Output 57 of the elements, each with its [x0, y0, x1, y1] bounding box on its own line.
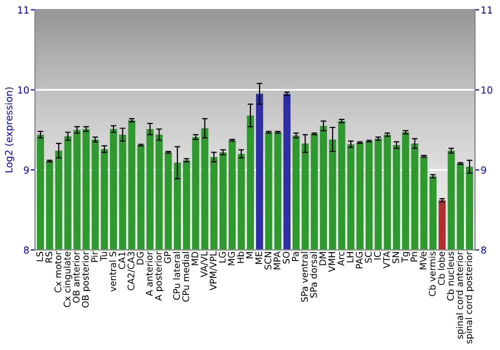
x-tick-label: GP	[164, 252, 171, 264]
x-tick-label: A anterior	[146, 251, 153, 296]
x-tick-label: SPa dorsal	[310, 252, 317, 298]
y-tick-label: 8	[24, 246, 29, 254]
x-tick-label: MVe	[420, 252, 426, 270]
x-tick-label: OB posterior	[82, 251, 90, 308]
x-tick-label: SCN	[264, 252, 272, 270]
x-tick-label: CA2/CA3	[128, 252, 136, 290]
y2-tick-label: 10	[482, 86, 492, 94]
x-tick-label: DG	[136, 252, 144, 264]
x-tick-label: VMH	[328, 252, 336, 272]
y-axis-title: Log2 (expression)	[4, 87, 14, 172]
x-tick-label: Arc	[338, 252, 344, 266]
x-tick-label: RS	[45, 252, 52, 262]
x-tick-label: OB anterior	[72, 251, 80, 303]
x-tick-label: VTA	[383, 251, 390, 268]
x-tick-label: Pir	[90, 251, 98, 262]
x-tick-label: SO	[282, 252, 290, 264]
x-tick-label: LH	[346, 252, 354, 262]
x-tick-label: PAG	[356, 252, 363, 268]
x-tick-label: CPu medial	[182, 252, 190, 302]
x-tick-label: MD	[192, 252, 198, 266]
y-tick-label: 11	[18, 6, 29, 14]
x-tick-label: spinal cord posterior	[465, 251, 474, 344]
x-tick-label: Pa	[292, 252, 299, 261]
x-tick-label: LS	[36, 252, 44, 262]
x-tick-label: SPa ventral	[300, 252, 308, 302]
x-tick-label: MG	[228, 252, 235, 266]
x-tick-label: ventral S	[109, 252, 116, 292]
x-tick-label: CPu lateral	[173, 252, 180, 300]
x-tick-label: LG	[218, 252, 226, 262]
x-tick-label: Cx motor	[54, 251, 62, 292]
x-tick-label: ME	[255, 252, 262, 264]
y-tick-label: 10	[18, 86, 29, 94]
x-tick-label: SN	[392, 252, 400, 264]
x-tick-label: CA1	[118, 252, 126, 270]
x-tick-label: SC	[364, 252, 372, 263]
x-tick-label: Tg	[402, 252, 410, 263]
y2-tick-label: 11	[482, 6, 492, 14]
x-tick-label: Cb vermis	[428, 252, 436, 296]
x-tick-label: M	[246, 252, 253, 258]
y-tick-label: 9	[24, 166, 29, 174]
x-tick-label: DM	[319, 252, 326, 266]
x-tick-label: Pn	[410, 252, 418, 262]
x-tick-label: Cb nucleus	[446, 252, 454, 301]
x-tick-label: VPM/VPL	[210, 251, 218, 290]
x-tick-label: VA/VL	[200, 251, 208, 278]
x-tick-label: A posterior	[154, 251, 164, 301]
x-tick-label: Cb lobe	[438, 252, 445, 286]
y2-tick-label: 8	[481, 246, 486, 254]
x-tick-label: MPA	[274, 251, 280, 270]
x-tick-label: Hb	[236, 252, 244, 263]
x-tick-label: Tu	[100, 252, 107, 262]
x-tick-label: spinal cord anterior	[456, 251, 465, 339]
y2-tick-label: 9	[481, 166, 486, 174]
x-tick-label: Cx cingulate	[63, 252, 72, 308]
x-tick-label: IC	[374, 252, 381, 260]
